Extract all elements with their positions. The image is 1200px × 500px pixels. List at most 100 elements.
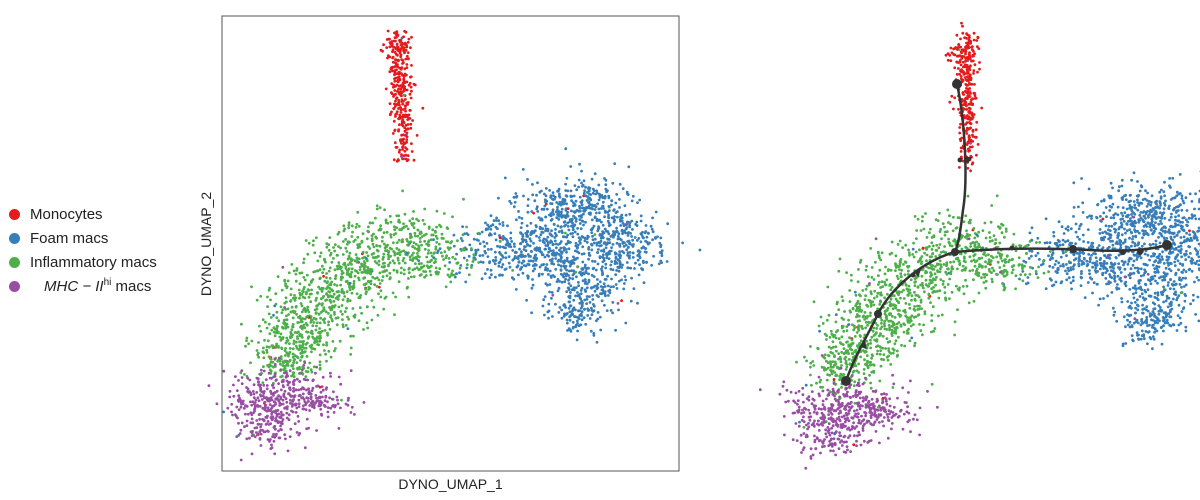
cell-point: [614, 273, 618, 277]
cell-point: [1160, 255, 1164, 259]
cell-point: [370, 253, 374, 256]
cell-point: [299, 320, 303, 324]
cell-point: [1155, 266, 1159, 270]
cell-point: [425, 255, 429, 259]
cell-point: [316, 399, 320, 403]
cell-point: [1142, 232, 1145, 236]
cell-point: [593, 216, 597, 220]
cell-point: [353, 413, 356, 416]
cell-point: [262, 346, 265, 350]
cell-point: [536, 210, 540, 213]
cell-point: [969, 39, 972, 43]
cell-point: [544, 194, 548, 198]
cell-point: [394, 115, 397, 118]
cell-point: [277, 319, 281, 323]
cell-point: [1091, 291, 1094, 295]
cell-point: [412, 158, 416, 162]
cell-point: [969, 141, 972, 145]
cell-point: [1109, 275, 1112, 278]
cell-point: [520, 217, 524, 220]
cell-point: [258, 404, 262, 408]
cell-point: [320, 288, 323, 291]
cell-point: [1163, 278, 1167, 282]
cell-point: [434, 234, 438, 238]
cell-point: [389, 276, 392, 279]
cell-point: [1113, 262, 1117, 266]
cell-point: [968, 111, 972, 115]
cell-point: [382, 43, 385, 47]
cell-point: [1158, 206, 1161, 210]
cell-point: [241, 399, 245, 403]
cell-point: [550, 296, 553, 300]
cell-point: [480, 230, 484, 234]
cell-point: [285, 336, 289, 340]
cell-point: [270, 364, 273, 368]
cell-point: [1056, 268, 1060, 271]
cell-point: [1043, 241, 1047, 245]
cell-point: [574, 199, 578, 203]
cell-point: [1065, 254, 1068, 257]
cell-point: [319, 276, 322, 280]
cell-point: [332, 257, 335, 260]
cell-point: [292, 380, 296, 383]
cell-point: [262, 356, 266, 360]
cell-point: [251, 400, 255, 404]
cell-point: [274, 427, 277, 431]
cell-point: [383, 270, 387, 273]
cell-point: [578, 271, 581, 275]
cell-point: [264, 430, 267, 433]
cell-point: [623, 241, 626, 245]
cell-point: [366, 268, 370, 271]
cell-point: [1065, 263, 1068, 266]
cell-point: [392, 225, 396, 229]
cell-point: [966, 147, 970, 151]
cell-point: [1117, 185, 1121, 189]
cell-point: [1131, 235, 1135, 238]
cell-point: [268, 440, 271, 443]
cell-point: [318, 255, 322, 258]
cell-point: [557, 263, 560, 267]
cell-point: [1025, 282, 1028, 286]
cell-point: [563, 199, 567, 203]
cell-point: [280, 288, 284, 292]
cell-point: [327, 312, 330, 315]
cell-point: [262, 369, 266, 373]
cell-point: [399, 38, 403, 42]
cell-point: [598, 255, 602, 258]
cell-point: [1152, 254, 1156, 258]
cell-point: [286, 307, 290, 311]
cell-point: [1144, 212, 1148, 216]
cell-point: [302, 346, 306, 350]
cell-point: [353, 238, 357, 242]
cell-point: [329, 375, 332, 378]
cell-point: [282, 368, 286, 372]
cell-point: [239, 371, 243, 375]
cell-point: [579, 238, 583, 241]
cell-point: [1126, 318, 1129, 322]
cell-point: [1136, 304, 1140, 308]
cell-point: [1123, 211, 1127, 215]
cell-point: [522, 260, 526, 263]
cell-point: [1111, 243, 1115, 247]
cell-point: [1165, 258, 1169, 262]
cell-point: [455, 261, 459, 265]
cell-point: [607, 232, 611, 236]
cell-point: [580, 314, 583, 318]
cell-point: [1124, 215, 1128, 218]
cell-point: [272, 425, 276, 429]
cell-point: [1142, 273, 1146, 277]
cell-point: [1162, 236, 1166, 240]
cell-point: [350, 235, 354, 238]
cell-point: [555, 251, 558, 255]
cell-point: [239, 428, 243, 432]
cell-point: [427, 239, 431, 243]
cell-point: [291, 374, 295, 378]
cell-point: [352, 286, 356, 289]
cell-point: [311, 243, 315, 247]
cell-point: [330, 260, 334, 264]
cell-point: [327, 323, 330, 327]
cell-point: [1188, 245, 1191, 249]
cell-point: [319, 407, 323, 411]
cell-point: [1117, 262, 1121, 265]
cell-point: [280, 311, 284, 315]
